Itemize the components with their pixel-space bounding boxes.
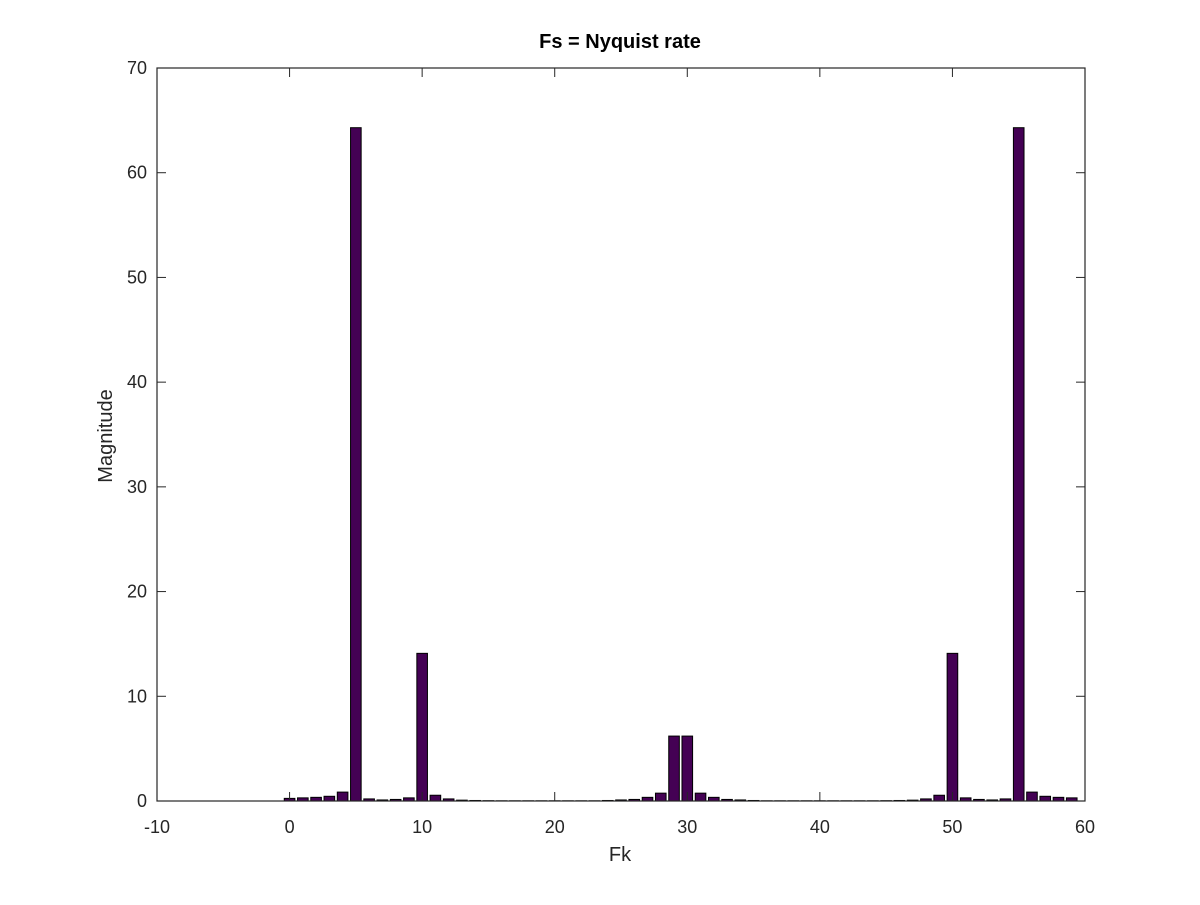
y-tick-label: 10 (127, 686, 147, 706)
plot-frame (157, 68, 1085, 801)
bar-fk-30 (682, 736, 693, 801)
bar-fk-31 (695, 793, 706, 801)
y-tick-label: 0 (137, 791, 147, 811)
bar-fk-3 (324, 796, 335, 801)
x-tick-label: 30 (677, 817, 697, 837)
x-tick-label: 50 (942, 817, 962, 837)
bar-fk-57 (1040, 796, 1051, 801)
y-tick-label: 40 (127, 372, 147, 392)
bar-fk-49 (934, 795, 945, 801)
y-tick-label: 30 (127, 477, 147, 497)
x-tick-label: 10 (412, 817, 432, 837)
x-tick-label: 60 (1075, 817, 1095, 837)
bar-fk-11 (430, 795, 441, 801)
x-tick-label: 20 (545, 817, 565, 837)
x-axis-label: Fk (609, 844, 632, 866)
bar-fk-4 (337, 792, 348, 801)
y-tick-label: 60 (127, 163, 147, 183)
bar-fk-50 (947, 653, 958, 801)
bar-fk-28 (655, 793, 666, 801)
y-tick-label: 70 (127, 58, 147, 78)
bar-fk-10 (417, 653, 428, 801)
y-tick-label: 50 (127, 267, 147, 287)
x-tick-label: -10 (144, 817, 170, 837)
bar-fk-29 (669, 736, 680, 801)
bars-layer (284, 128, 1077, 801)
y-tick-label: 20 (127, 582, 147, 602)
bar-fk-5 (351, 128, 362, 801)
x-tick-label: 0 (285, 817, 295, 837)
bar-fk-55 (1013, 128, 1024, 801)
chart-title: Fs = Nyquist rate (539, 31, 701, 53)
bar-fk-56 (1027, 792, 1038, 801)
y-axis-label: Magnitude (95, 389, 117, 482)
x-tick-label: 40 (810, 817, 830, 837)
